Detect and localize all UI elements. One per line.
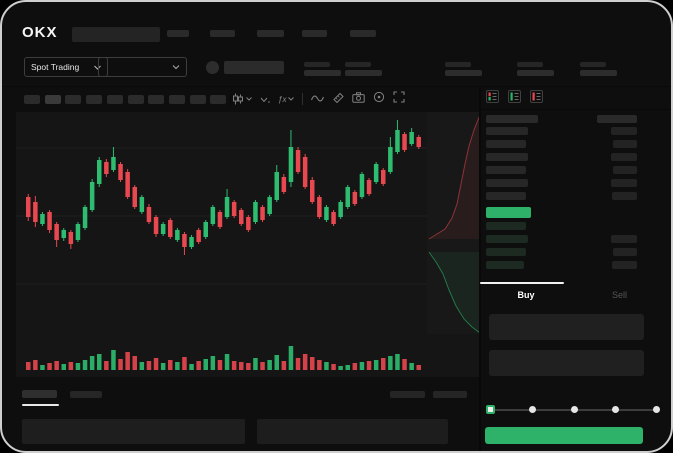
orders-tab[interactable] xyxy=(70,391,102,398)
nav-search-placeholder[interactable] xyxy=(72,27,160,42)
tab-buy[interactable]: Buy xyxy=(517,290,535,300)
timeframe-button[interactable] xyxy=(65,95,82,104)
ask-price-placeholder[interactable] xyxy=(486,153,528,161)
orders-table-placeholder xyxy=(257,419,448,444)
amount-input-placeholder[interactable] xyxy=(489,350,644,376)
slider-step-dot[interactable] xyxy=(653,406,660,413)
toolbar-separator xyxy=(302,93,304,105)
timeframe-button[interactable] xyxy=(168,95,185,104)
book-header-placeholder xyxy=(486,115,538,123)
slider-step-dot[interactable] xyxy=(570,406,578,413)
ask-amount-placeholder xyxy=(611,127,637,135)
timeframe-button[interactable] xyxy=(148,95,165,104)
orders-table-placeholder xyxy=(22,419,245,444)
timeframe-button[interactable] xyxy=(210,95,227,104)
orders-filter-placeholder[interactable] xyxy=(433,391,467,398)
ticker-stat-label-placeholder xyxy=(345,62,371,67)
ticker-stat-label-placeholder xyxy=(304,62,330,67)
timeframe-button[interactable] xyxy=(189,95,206,104)
book-combined-icon[interactable] xyxy=(486,90,499,103)
ask-price-placeholder[interactable] xyxy=(486,127,528,135)
book-bids-icon[interactable] xyxy=(508,90,521,103)
okx-logo: OKX xyxy=(22,24,58,41)
orders-tab-indicator xyxy=(22,404,59,406)
ticker-stat-value-placeholder xyxy=(517,70,554,76)
timeframe-button[interactable] xyxy=(106,95,123,104)
coin-icon xyxy=(206,61,219,74)
orders-tab-active[interactable] xyxy=(22,390,57,398)
last-price-bar xyxy=(486,207,531,218)
bid-amount-placeholder xyxy=(611,235,637,243)
slider-handle[interactable] xyxy=(486,405,495,414)
price-placeholder xyxy=(224,61,284,74)
tab-sell[interactable]: Sell xyxy=(611,290,627,300)
display-options-icon[interactable] xyxy=(260,90,270,108)
nav-item-placeholder[interactable] xyxy=(257,30,284,37)
ticker-stat-value-placeholder xyxy=(445,70,482,76)
ticker-stat-label-placeholder xyxy=(580,62,606,67)
timeframe-button[interactable] xyxy=(127,95,144,104)
slider-step-dot[interactable] xyxy=(529,406,537,413)
trend-line-icon[interactable] xyxy=(311,90,325,108)
ask-price-placeholder[interactable] xyxy=(486,192,526,200)
orders-filter-placeholder[interactable] xyxy=(390,391,425,398)
market-type-label: Spot Trading xyxy=(31,62,80,72)
ticker-stat-label-placeholder xyxy=(517,62,543,67)
ask-price-placeholder[interactable] xyxy=(486,166,526,174)
nav-item-placeholder[interactable] xyxy=(302,30,327,37)
ticker-stat-value-placeholder xyxy=(304,70,341,76)
ask-amount-placeholder xyxy=(611,153,637,161)
fullscreen-icon[interactable] xyxy=(393,90,406,108)
ticker-stat-label-placeholder xyxy=(445,62,471,67)
market-type-dropdown[interactable]: Spot Trading xyxy=(24,57,108,77)
measure-icon[interactable] xyxy=(332,90,345,108)
ask-amount-placeholder xyxy=(613,140,637,148)
ask-price-placeholder[interactable] xyxy=(486,179,528,187)
chart-type-icon[interactable] xyxy=(232,93,252,105)
book-header-placeholder xyxy=(597,115,637,123)
candle-chart-svg[interactable] xyxy=(16,112,480,377)
chart-toolbar-icons: ƒx xyxy=(232,90,406,108)
timeframe-button[interactable] xyxy=(24,95,40,104)
bid-amount-placeholder xyxy=(612,261,637,269)
bid-price-placeholder[interactable] xyxy=(486,235,528,243)
bid-amount-placeholder xyxy=(613,248,637,256)
ask-amount-placeholder xyxy=(613,166,637,174)
chevron-down-icon xyxy=(94,65,101,70)
bid-price-placeholder[interactable] xyxy=(486,248,526,256)
screenshot-icon[interactable] xyxy=(352,90,366,108)
nav-item-placeholder[interactable] xyxy=(350,30,376,37)
settings-icon[interactable] xyxy=(373,90,385,108)
ticker-stat-value-placeholder xyxy=(345,70,382,76)
ask-price-placeholder[interactable] xyxy=(486,140,526,148)
indicators-icon[interactable]: ƒx xyxy=(278,95,295,104)
nav-item-placeholder[interactable] xyxy=(167,30,189,37)
bid-price-placeholder[interactable] xyxy=(486,222,526,230)
timeframe-button[interactable] xyxy=(86,95,103,104)
ticker-stat-value-placeholder xyxy=(580,70,617,76)
chevron-down-icon xyxy=(172,65,180,70)
ask-amount-placeholder xyxy=(612,192,637,200)
timeframe-button[interactable] xyxy=(44,95,61,104)
buy-tab-indicator xyxy=(480,282,564,284)
price-input-placeholder[interactable] xyxy=(489,314,644,340)
nav-item-placeholder[interactable] xyxy=(210,30,235,37)
bid-price-placeholder[interactable] xyxy=(486,261,524,269)
book-asks-icon[interactable] xyxy=(530,90,543,103)
ask-amount-placeholder xyxy=(611,179,637,187)
pair-dropdown[interactable] xyxy=(98,57,187,77)
buy-submit-button[interactable] xyxy=(485,427,643,444)
slider-step-dot[interactable] xyxy=(611,406,619,413)
